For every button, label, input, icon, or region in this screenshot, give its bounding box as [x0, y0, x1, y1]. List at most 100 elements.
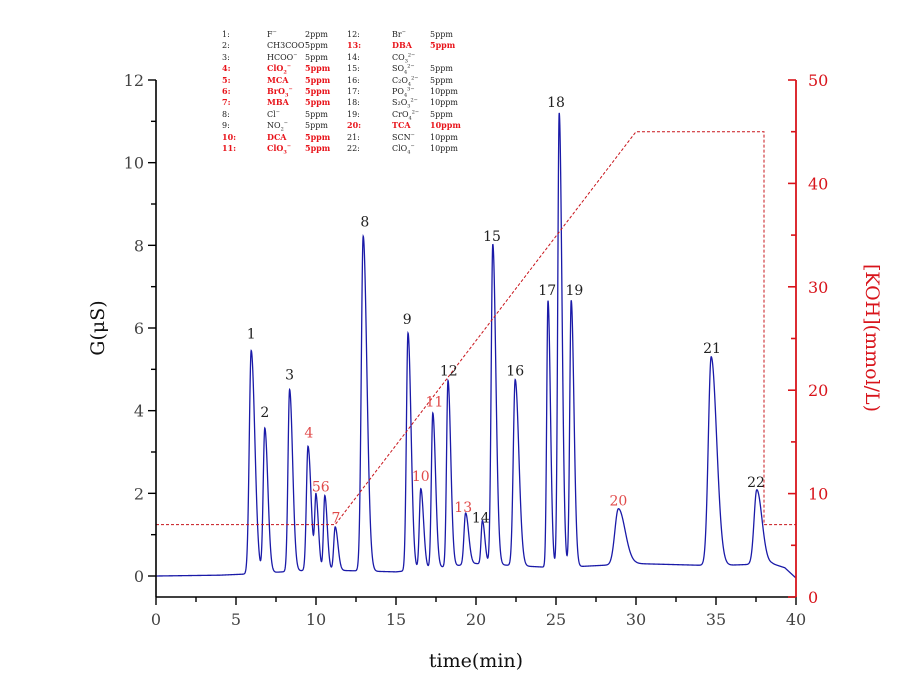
y-tick-label: 12: [124, 71, 144, 90]
y-tick-label: 2: [134, 484, 144, 503]
legend-entry-concentration: 10ppm: [430, 120, 461, 131]
legend-entry-name: HCOO−: [267, 52, 298, 62]
peak-label: 11: [425, 395, 443, 411]
legend-entry-number: 11:: [222, 143, 237, 153]
legend-entry-concentration: 5ppm: [305, 97, 331, 108]
legend-entry-number: 20:: [347, 120, 362, 131]
legend-entry-concentration: 5ppm: [305, 109, 328, 119]
legend-entry-number: 22:: [347, 144, 360, 153]
signal-trace: [156, 112, 797, 579]
legend-entry-concentration: 5ppm: [430, 109, 453, 119]
legend-entry-name: F−: [267, 29, 277, 39]
x-tick-label: 40: [786, 610, 806, 629]
legend-entry-name: CrO42−: [392, 109, 420, 122]
legend-entry-number: 8:: [222, 109, 230, 119]
legend-entry-number: 4:: [222, 63, 231, 74]
y-tick-label: 10: [124, 154, 144, 173]
x-tick-label: 30: [626, 610, 646, 629]
peak-label: 9: [403, 312, 412, 328]
y-tick-label: 0: [134, 567, 144, 586]
peak-label: 19: [565, 283, 583, 299]
y-tick-label: 8: [134, 236, 144, 255]
legend-entry-number: 12:: [347, 30, 360, 39]
legend-entry-name: ClO3−: [267, 143, 292, 156]
y2-tick-label: 10: [808, 485, 828, 504]
legend-entry-name: MBA: [267, 97, 289, 108]
x-axis-label: time(min): [429, 650, 523, 672]
legend-entry-concentration: 5ppm: [305, 86, 331, 96]
peak-label: 1: [247, 326, 256, 342]
legend-entry-number: 19:: [347, 109, 360, 119]
legend-entry-number: 5:: [222, 74, 231, 85]
peak-label: 13: [454, 500, 472, 516]
peak-label: 4: [304, 426, 313, 442]
legend-entry-concentration: 10ppm: [430, 87, 459, 96]
legend-entry-number: 6:: [222, 86, 231, 96]
legend-entry-concentration: 5ppm: [430, 40, 456, 51]
legend-entry-number: 1:: [222, 30, 230, 39]
legend-entry-number: 16:: [347, 75, 360, 85]
peak-label: 22: [747, 475, 765, 491]
y-tick-label: 4: [134, 402, 144, 421]
legend-entry-concentration: 2ppm: [305, 30, 328, 39]
koh-gradient-line: [156, 131, 796, 526]
legend-entry-concentration: 5ppm: [305, 121, 328, 131]
y2-tick-label: 0: [808, 588, 818, 607]
legend-entry-name: Cl−: [267, 109, 280, 119]
y2-tick-label: 20: [808, 381, 828, 400]
legend-entry-concentration: 5ppm: [430, 64, 453, 74]
legend-entry-number: 13:: [347, 40, 362, 51]
peak-label: 18: [547, 95, 565, 111]
legend-entry-number: 7:: [222, 97, 231, 108]
legend-entry-name: ClO2−: [267, 63, 292, 76]
peak-label: 17: [538, 283, 556, 299]
legend-entry-number: 18:: [347, 98, 360, 108]
legend-entry-name: BrO3−: [267, 86, 293, 99]
x-tick-label: 15: [386, 610, 406, 629]
legend-entry-concentration: 10ppm: [430, 132, 459, 142]
legend-entry-name: PO43−: [392, 86, 415, 99]
peak-label: 8: [360, 215, 369, 231]
legend-entry-name: S₂O32−: [392, 97, 418, 110]
x-tick-label: 10: [306, 610, 326, 629]
legend-entry-name: DBA: [392, 40, 412, 51]
x-tick-label: 5: [231, 610, 241, 629]
legend-entry-concentration: 5ppm: [305, 131, 331, 142]
legend-entry-name: C₂O42−: [392, 74, 419, 88]
legend-entry-number: 14:: [347, 52, 360, 62]
peak-label: 7: [332, 510, 341, 526]
legend-entry-name: NO2−: [267, 120, 288, 133]
legend-entry-concentration: 5ppm: [305, 63, 331, 74]
x-tick-label: 25: [546, 610, 566, 629]
legend-entry-name: Br−: [392, 29, 406, 39]
peak-label: 3: [285, 368, 294, 384]
legend-entry-concentration: 5ppm: [305, 143, 331, 153]
x-tick-label: 35: [706, 610, 726, 629]
legend-entry-name: TCA: [392, 120, 411, 131]
legend-entry-name: ClO4−: [392, 143, 415, 156]
y2-axis-label: [KOH](mmol/L): [861, 264, 883, 412]
legend-entry-number: 10:: [222, 131, 237, 142]
legend-entry-name: CH3COO−: [267, 40, 309, 51]
peak-label: 12: [440, 364, 458, 380]
legend-entry-concentration: 5ppm: [430, 30, 453, 39]
peak-label: 10: [412, 469, 430, 485]
y2-tick-label: 30: [808, 278, 828, 297]
y-tick-label: 6: [134, 319, 144, 338]
peak-label: 2: [260, 405, 269, 421]
legend-entry-name: SO42−: [392, 63, 415, 76]
legend-entry-name: DCA: [267, 131, 287, 142]
legend-entry-name: SCN−: [392, 131, 415, 142]
x-tick-label: 20: [466, 610, 486, 629]
peak-label: 16: [506, 364, 524, 380]
legend-entry-concentration: 5ppm: [305, 74, 331, 85]
x-tick-label: 0: [151, 610, 161, 629]
legend-entry-number: 3:: [222, 52, 230, 62]
peak-label: 21: [703, 341, 721, 357]
y2-tick-label: 50: [808, 71, 828, 90]
legend-entry-number: 2:: [222, 41, 230, 51]
y-axis-label: G(μS): [87, 300, 109, 355]
